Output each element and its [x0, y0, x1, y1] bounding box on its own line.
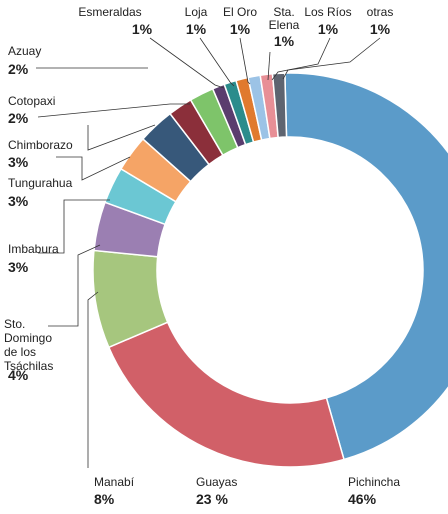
pct-cotopaxi: 2% — [8, 110, 29, 126]
label-manabi: Manabí — [94, 475, 135, 489]
label-tungurahua: Tungurahua — [8, 176, 73, 190]
leader-line — [271, 37, 331, 81]
leader-line — [282, 37, 381, 80]
leader-line — [87, 291, 99, 468]
leader-line — [48, 244, 101, 327]
leader-line — [37, 103, 190, 118]
slice-pichincha[interactable] — [284, 72, 448, 461]
pct-chimborazo: 3% — [8, 154, 29, 170]
label-sta-elena-line1: Sta. — [273, 5, 294, 19]
label-sto-domingo-de-los-tsachilas-line1: Sto. — [4, 317, 25, 331]
label-otras: otras — [367, 5, 394, 19]
pct-azuay: 2% — [8, 61, 29, 77]
label-guayas: Guayas — [196, 475, 237, 489]
leader-line — [239, 37, 251, 85]
slice-guayas[interactable] — [107, 321, 345, 468]
label-pichincha: Pichincha — [348, 475, 400, 489]
pct-otras: 1% — [370, 21, 391, 37]
leader-line — [38, 199, 110, 254]
pct-pichincha: 46% — [348, 491, 377, 507]
pct-el-oro: 1% — [230, 21, 251, 37]
pct-los-rios: 1% — [318, 21, 339, 37]
pct-guayas: 23 % — [196, 491, 228, 507]
label-sto-domingo-de-los-tsachilas-line2: Domingo — [4, 331, 52, 345]
leader-line — [267, 51, 271, 81]
pct-imbabura: 3% — [8, 259, 29, 275]
label-cotopaxi: Cotopaxi — [8, 94, 55, 108]
label-azuay: Azuay — [8, 44, 41, 58]
label-los-rios: Los Ríos — [304, 5, 351, 19]
label-imbabura: Imbabura — [8, 242, 59, 256]
leader-line — [149, 37, 225, 89]
pct-esmeraldas: 1% — [132, 21, 153, 37]
label-el-oro: El Oro — [223, 5, 257, 19]
leader-line — [56, 156, 131, 181]
pct-loja: 1% — [186, 21, 207, 37]
label-chimborazo: Chimborazo — [8, 138, 73, 152]
pct-sta-elena: 1% — [274, 33, 295, 49]
label-sto-domingo-de-los-tsachilas-line4: Tsáchilas — [4, 359, 53, 373]
label-esmeraldas: Esmeraldas — [78, 5, 141, 19]
label-sto-domingo-de-los-tsachilas-line3: de los — [4, 345, 36, 359]
donut-slices — [92, 72, 448, 468]
label-loja: Loja — [185, 5, 208, 19]
pct-manabi: 8% — [94, 491, 115, 507]
leader-line — [199, 37, 235, 87]
pct-sto-domingo-de-los-tsachilas: 4% — [8, 367, 29, 383]
leader-line — [87, 124, 156, 151]
pct-tungurahua: 3% — [8, 193, 29, 209]
leader-lines — [36, 37, 381, 468]
label-sta-elena-line2: Elena — [269, 18, 300, 32]
